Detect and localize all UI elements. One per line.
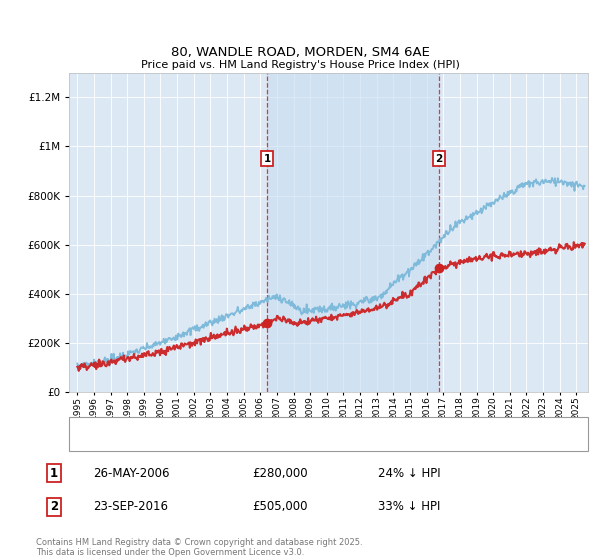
Text: 1: 1 [50,466,58,480]
Text: ─────: ───── [81,436,115,446]
Text: Price paid vs. HM Land Registry's House Price Index (HPI): Price paid vs. HM Land Registry's House … [140,60,460,70]
Text: 26-MAY-2006: 26-MAY-2006 [93,466,170,480]
Text: 24% ↓ HPI: 24% ↓ HPI [378,466,440,480]
Text: 2: 2 [435,154,442,164]
Text: 23-SEP-2016: 23-SEP-2016 [93,500,168,514]
Text: 1: 1 [263,154,271,164]
Bar [267,73,439,392]
Text: 2: 2 [50,500,58,514]
Text: Contains HM Land Registry data © Crown copyright and database right 2025.
This d: Contains HM Land Registry data © Crown c… [36,538,362,557]
Text: HPI: Average price, semi-detached house, Merton: HPI: Average price, semi-detached house,… [117,436,359,446]
Text: 80, WANDLE ROAD, MORDEN, SM4 6AE: 80, WANDLE ROAD, MORDEN, SM4 6AE [170,46,430,59]
Text: £280,000: £280,000 [252,466,308,480]
Text: £505,000: £505,000 [252,500,308,514]
Text: 80, WANDLE ROAD, MORDEN, SM4 6AE (semi-detached house): 80, WANDLE ROAD, MORDEN, SM4 6AE (semi-d… [117,419,425,429]
Text: ─────: ───── [81,419,115,429]
Text: 33% ↓ HPI: 33% ↓ HPI [378,500,440,514]
